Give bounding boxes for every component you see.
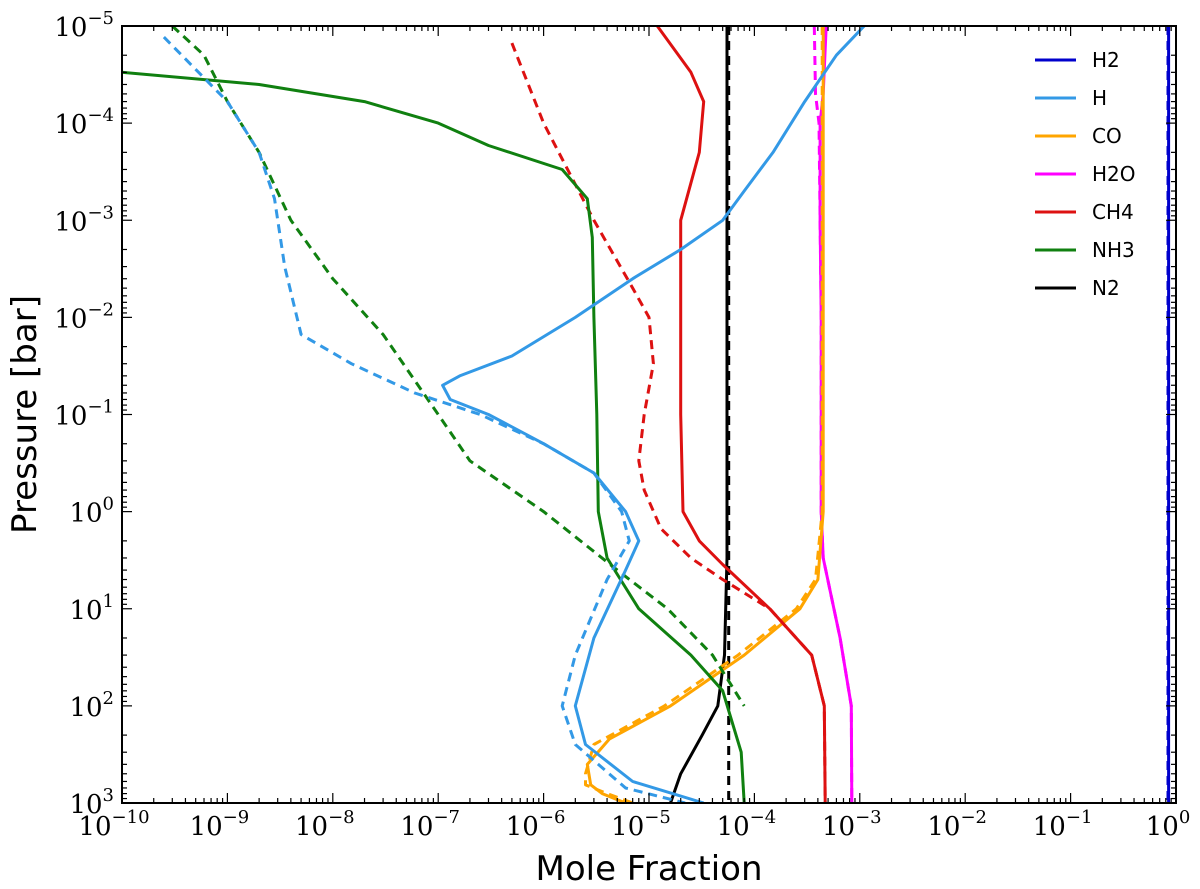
x-tick-base: 10 <box>1146 812 1179 842</box>
x-tick-exponent: −5 <box>644 807 671 828</box>
x-tick-label: 10−5 <box>611 807 671 842</box>
y-tick-base: 10 <box>54 402 87 432</box>
x-tick-label: 10−9 <box>190 807 250 842</box>
x-tick-base: 10 <box>717 812 750 842</box>
y-tick-base: 10 <box>69 499 102 529</box>
x-tick-base: 10 <box>927 812 960 842</box>
x-tick-label: 10−7 <box>400 807 460 842</box>
legend-label: H2 <box>1092 48 1120 72</box>
y-tick-base: 10 <box>54 207 87 237</box>
x-tick-label: 10−2 <box>927 807 987 842</box>
x-tick-exponent: −10 <box>112 807 150 828</box>
y-tick-exponent: 0 <box>103 494 114 515</box>
x-tick-base: 10 <box>400 812 433 842</box>
y-tick-label: 100 <box>69 494 114 529</box>
y-tick-label: 10−1 <box>54 397 114 432</box>
x-tick-label: 10−4 <box>717 807 777 842</box>
y-tick-label: 103 <box>69 785 114 820</box>
y-tick-base: 10 <box>69 596 102 626</box>
series-line-h2o <box>818 26 854 803</box>
series-line-h-dashed <box>162 36 686 803</box>
x-tick-base: 10 <box>611 812 644 842</box>
legend-label: CO <box>1092 124 1122 148</box>
y-tick-exponent: −1 <box>87 397 114 418</box>
x-tick-label: 10−10 <box>78 807 149 842</box>
y-tick-exponent: 3 <box>103 785 114 806</box>
series-line-co-dashed <box>584 26 824 803</box>
x-tick-label: 10−6 <box>506 807 566 842</box>
y-tick-exponent: −4 <box>87 105 114 126</box>
y-tick-label: 10−2 <box>54 299 114 334</box>
x-tick-label: 10−1 <box>1033 807 1093 842</box>
x-tick-exponent: 0 <box>1179 807 1190 828</box>
legend-label: H2O <box>1092 162 1136 186</box>
series-line-n2 <box>669 26 729 803</box>
series-line-nh3 <box>122 70 746 803</box>
x-tick-label: 10−8 <box>295 807 355 842</box>
x-tick-base: 10 <box>190 812 223 842</box>
x-tick-exponent: −7 <box>433 807 460 828</box>
series-line-h <box>441 26 866 803</box>
series-layer <box>122 26 1171 803</box>
legend-entry-h2o: H2O <box>1035 162 1136 186</box>
x-tick-base: 10 <box>295 812 328 842</box>
y-tick-exponent: 2 <box>103 688 114 709</box>
legend-label: CH4 <box>1092 200 1134 224</box>
legend-entry-n2: N2 <box>1035 276 1120 300</box>
x-tick-label: 100 <box>1146 807 1191 842</box>
y-axis-title: Pressure [bar] <box>5 295 45 534</box>
legend-label: NH3 <box>1092 238 1135 262</box>
ticks-layer: 10−10 10−9 10−8 10−7 10−6 10−5 10−4 10−3 10−2 10−… <box>54 8 1190 842</box>
series-line-ch4 <box>656 26 827 803</box>
y-tick-exponent: 1 <box>103 591 114 612</box>
x-tick-base: 10 <box>506 812 539 842</box>
x-tick-label: 10−3 <box>822 807 882 842</box>
legend: H2 H CO H2O CH4 NH3 N2 <box>1035 48 1136 300</box>
y-tick-base: 10 <box>69 790 102 820</box>
x-tick-exponent: −8 <box>328 807 355 828</box>
x-tick-exponent: −4 <box>750 807 777 828</box>
y-tick-base: 10 <box>69 693 102 723</box>
x-tick-exponent: −3 <box>855 807 882 828</box>
legend-entry-ch4: CH4 <box>1035 200 1134 224</box>
x-tick-base: 10 <box>1033 812 1066 842</box>
series-line-co <box>585 26 825 803</box>
legend-label: H <box>1092 86 1107 110</box>
legend-entry-h2: H2 <box>1035 48 1120 72</box>
y-tick-label: 102 <box>69 688 114 723</box>
y-tick-exponent: −2 <box>87 299 114 320</box>
y-tick-exponent: −5 <box>87 8 114 29</box>
x-tick-exponent: −1 <box>1066 807 1093 828</box>
x-axis-title: Mole Fraction <box>535 849 762 889</box>
y-tick-label: 101 <box>69 591 114 626</box>
x-tick-base: 10 <box>78 812 111 842</box>
x-tick-exponent: −6 <box>539 807 566 828</box>
y-tick-base: 10 <box>54 304 87 334</box>
y-tick-base: 10 <box>54 110 87 140</box>
y-tick-label: 10−3 <box>54 202 114 237</box>
series-line-nh3-dashed <box>171 26 746 707</box>
y-tick-exponent: −3 <box>87 202 114 223</box>
legend-entry-h: H <box>1035 86 1107 110</box>
series-line-ch4-dashed <box>510 42 827 803</box>
x-tick-base: 10 <box>822 812 855 842</box>
y-tick-base: 10 <box>54 13 87 43</box>
legend-entry-co: CO <box>1035 124 1122 148</box>
legend-entry-nh3: NH3 <box>1035 238 1135 262</box>
x-tick-exponent: −2 <box>960 807 987 828</box>
y-tick-label: 10−5 <box>54 8 114 43</box>
y-tick-label: 10−4 <box>54 105 114 140</box>
x-tick-exponent: −9 <box>223 807 250 828</box>
legend-label: N2 <box>1092 276 1120 300</box>
plot-frame <box>121 25 1177 804</box>
